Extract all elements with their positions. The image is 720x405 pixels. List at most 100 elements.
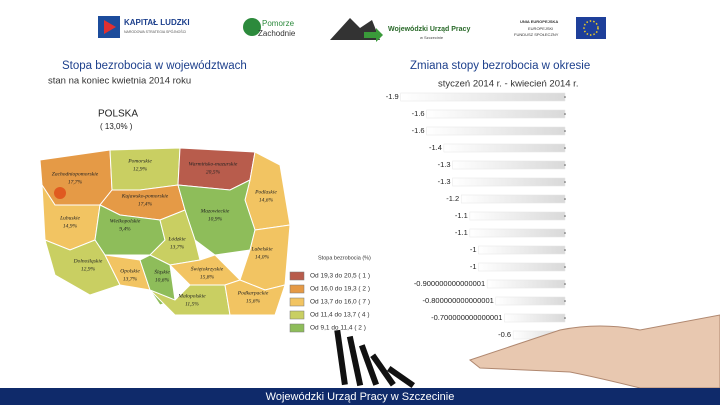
region-name: Warmińsko-mazurskie bbox=[189, 161, 238, 167]
region-value: 15,8% bbox=[200, 274, 215, 280]
bar-end bbox=[564, 266, 566, 268]
region-value: 14,0% bbox=[255, 253, 270, 260]
logo-kapital: KAPITAŁ LUDZKI NARODOWA STRATEGIA SPÓJNO… bbox=[98, 16, 190, 38]
logo-wup: Wojewódzki Urząd Pracy w Szczecinie bbox=[330, 18, 470, 42]
bar-end bbox=[564, 96, 566, 98]
legend-swatch bbox=[289, 271, 305, 281]
logo-text: Zachodnie bbox=[258, 29, 296, 38]
legend-swatch bbox=[289, 323, 305, 333]
logo-text: EUROPEJSKI bbox=[528, 26, 553, 31]
bar-end bbox=[564, 232, 566, 234]
region-name: Pomorskie bbox=[127, 158, 152, 164]
region-value: 20,5% bbox=[206, 169, 221, 175]
logo-text: UNIA EUROPEJSKA bbox=[520, 19, 558, 24]
logo-text: Wojewódzki Urząd Pracy bbox=[388, 26, 470, 33]
logo-pomorze: Pomorze Zachodnie bbox=[243, 18, 296, 38]
map: Zachodniopomorskie 17,7% Pomorskie 12,9% War… bbox=[39, 147, 291, 316]
legend-title: Stopa bezrobocia (%) bbox=[318, 255, 371, 261]
region-name: Małopolskie bbox=[177, 293, 206, 299]
footer-text: Wojewódzki Urząd Pracy w Szczecinie bbox=[266, 391, 455, 403]
bar-end bbox=[564, 300, 566, 302]
value-label: -1.9 bbox=[386, 92, 399, 101]
legend-label: Od 9,1 do 11,4 ( 2 ) bbox=[310, 325, 366, 332]
value-label: -1.3 bbox=[438, 160, 451, 169]
region-name: Świętokrzyskie bbox=[191, 264, 224, 272]
region bbox=[224, 279, 286, 316]
value-label: -1.1 bbox=[455, 211, 468, 220]
bar-end bbox=[564, 181, 566, 183]
szczecin-marker bbox=[54, 187, 66, 199]
value-label: -0.800000000000001 bbox=[422, 296, 493, 305]
legend-swatch bbox=[289, 310, 305, 320]
bar bbox=[452, 177, 566, 187]
region-value: 17,7% bbox=[68, 179, 83, 185]
region-value: 14,6% bbox=[259, 196, 274, 203]
bar bbox=[460, 194, 566, 204]
region-name: Śląskie bbox=[154, 267, 170, 275]
value-label: -1.4 bbox=[429, 143, 442, 152]
legend-label: Od 16,0 do 19,3 ( 2 ) bbox=[310, 286, 370, 293]
value-label: -1.2 bbox=[446, 194, 459, 203]
region-value: 11,5% bbox=[185, 301, 199, 307]
bar bbox=[426, 109, 566, 119]
left-subtitle: stan na koniec kwietnia 2014 roku bbox=[48, 76, 191, 87]
bar bbox=[469, 211, 566, 221]
bar bbox=[400, 92, 566, 102]
bar-end bbox=[564, 130, 566, 132]
value-label: -0.900000000000001 bbox=[414, 279, 485, 288]
logo-text: NARODOWA STRATEGIA SPÓJNOŚCI bbox=[124, 29, 186, 34]
region-value: 14,9% bbox=[63, 222, 78, 229]
region-name: Podlaskie bbox=[254, 189, 277, 195]
bar bbox=[504, 313, 566, 323]
logo-text: KAPITAŁ LUDZKI bbox=[124, 18, 190, 27]
value-label: -1 bbox=[470, 245, 477, 254]
value-label: -1.6 bbox=[412, 109, 425, 118]
bar bbox=[478, 245, 566, 255]
map-country: POLSKA bbox=[98, 109, 138, 120]
bar-end bbox=[564, 147, 566, 149]
region-value: 15,6% bbox=[246, 298, 261, 304]
bar-end bbox=[564, 249, 566, 251]
region-value: 10,6% bbox=[155, 277, 170, 283]
value-label: -0.700000000000001 bbox=[431, 313, 502, 322]
logo-text: w Szczecinie bbox=[420, 35, 444, 40]
region-name: Lubelskie bbox=[250, 246, 273, 252]
legend-label: Od 19,3 do 20,5 ( 1 ) bbox=[310, 273, 370, 280]
region-name: Kujawsko-pomorskie bbox=[121, 193, 169, 199]
region-name: Łódzkie bbox=[167, 236, 186, 242]
region-name: Wielkopolskie bbox=[110, 218, 141, 224]
bar-chart: -1.9-1.6-1.6-1.4-1.3-1.3-1.2-1.1-1.1-1-1… bbox=[386, 92, 566, 340]
legend-swatch bbox=[289, 297, 305, 307]
bar-end bbox=[564, 198, 566, 200]
bar bbox=[478, 262, 566, 272]
region-value: 13,7% bbox=[123, 276, 138, 282]
legend-label: Od 11,4 do 13,7 ( 4 ) bbox=[310, 312, 370, 319]
right-subtitle: styczeń 2014 r. - kwiecień 2014 r. bbox=[438, 79, 578, 90]
bar bbox=[452, 160, 566, 170]
logo-text: FUNDUSZ SPOŁECZNY bbox=[514, 32, 559, 37]
logo-ue: UNIA EUROPEJSKA EUROPEJSKI FUNDUSZ SPOŁE… bbox=[514, 17, 606, 39]
hand bbox=[468, 314, 720, 389]
map-country-value: ( 13,0% ) bbox=[100, 122, 133, 131]
region-value: 9,4% bbox=[119, 225, 131, 232]
bar-end bbox=[564, 113, 566, 115]
legend-swatch bbox=[289, 284, 305, 294]
value-label: -1.1 bbox=[455, 228, 468, 237]
dominoes bbox=[334, 329, 416, 389]
bar bbox=[469, 228, 566, 238]
bar-end bbox=[564, 215, 566, 217]
bar bbox=[443, 143, 566, 153]
value-label: -1.3 bbox=[438, 177, 451, 186]
value-label: -0.6 bbox=[498, 330, 511, 339]
region-name: Lubuskie bbox=[59, 215, 80, 221]
region-name: Podkarpackie bbox=[237, 290, 269, 296]
bar bbox=[495, 296, 566, 306]
value-label: -1.6 bbox=[412, 126, 425, 135]
right-title: Zmiana stopy bezrobocia w okresie bbox=[410, 60, 590, 72]
bar-end bbox=[564, 283, 566, 285]
region-value: 13,7% bbox=[170, 244, 185, 250]
region-value: 12,9% bbox=[81, 266, 96, 272]
footer-bar bbox=[0, 388, 720, 405]
region-value: 12,9% bbox=[133, 166, 148, 172]
region bbox=[39, 149, 113, 206]
